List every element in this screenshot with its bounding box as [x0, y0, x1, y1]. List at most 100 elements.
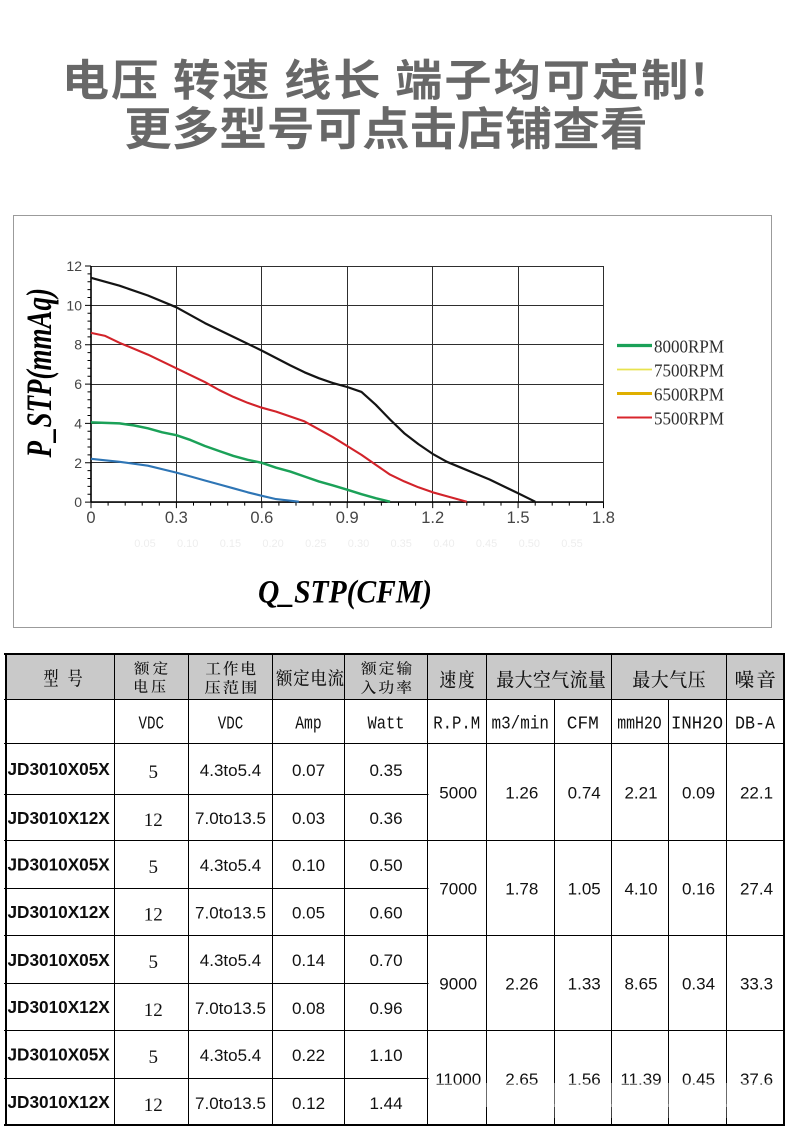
- svg-text:0.96: 0.96: [369, 999, 402, 1018]
- svg-text:0.36: 0.36: [369, 809, 402, 828]
- svg-text:10: 10: [66, 297, 82, 313]
- svg-text:4.3to5.4: 4.3to5.4: [200, 1046, 261, 1065]
- svg-text:1.5: 1.5: [507, 509, 530, 527]
- svg-text:0.05: 0.05: [292, 904, 325, 923]
- svg-text:22.1: 22.1: [740, 784, 773, 803]
- svg-text:1.44: 1.44: [369, 1094, 402, 1113]
- svg-text:7000: 7000: [439, 880, 477, 899]
- svg-text:m3/min: m3/min: [492, 715, 550, 735]
- svg-text:0.50: 0.50: [519, 538, 540, 550]
- svg-text:0.40: 0.40: [433, 538, 454, 550]
- svg-text:33.3: 33.3: [740, 975, 773, 994]
- svg-text:1.78: 1.78: [505, 880, 538, 899]
- svg-text:0.50: 0.50: [369, 856, 402, 875]
- svg-text:2.21: 2.21: [624, 784, 657, 803]
- svg-text:2.26: 2.26: [505, 975, 538, 994]
- svg-text:5: 5: [148, 857, 158, 878]
- svg-text:0.34: 0.34: [682, 975, 715, 994]
- svg-text:11000: 11000: [435, 1070, 481, 1089]
- svg-text:2: 2: [74, 455, 82, 471]
- svg-text:8000RPM: 8000RPM: [654, 337, 724, 357]
- svg-text:0.45: 0.45: [682, 1070, 715, 1089]
- svg-text:5: 5: [148, 952, 158, 973]
- svg-text:4.3to5.4: 4.3to5.4: [200, 761, 261, 780]
- svg-text:0.25: 0.25: [305, 538, 326, 550]
- svg-text:R.P.M: R.P.M: [433, 715, 480, 735]
- svg-text:1.10: 1.10: [369, 1046, 402, 1065]
- svg-text:6500RPM: 6500RPM: [654, 385, 724, 405]
- svg-text:0.9: 0.9: [336, 509, 359, 527]
- svg-text:VDC: VDC: [139, 715, 165, 735]
- svg-text:12: 12: [66, 258, 82, 274]
- svg-text:1.2: 1.2: [421, 509, 444, 527]
- svg-text:0.74: 0.74: [568, 784, 601, 803]
- svg-text:0.22: 0.22: [292, 1046, 325, 1065]
- svg-text:P_STP(mmAq): P_STP(mmAq): [19, 288, 59, 458]
- svg-text:JD3010X05X: JD3010X05X: [8, 950, 111, 970]
- svg-text:0.05: 0.05: [134, 538, 155, 550]
- svg-text:0.45: 0.45: [476, 538, 497, 550]
- svg-text:VDC: VDC: [218, 715, 244, 735]
- svg-text:0.35: 0.35: [390, 538, 411, 550]
- svg-text:7.0to13.5: 7.0to13.5: [195, 809, 266, 828]
- svg-text:0.35: 0.35: [369, 761, 402, 780]
- svg-text:0.30: 0.30: [348, 538, 369, 550]
- svg-text:27.4: 27.4: [740, 880, 773, 899]
- svg-text:0.3: 0.3: [165, 509, 188, 527]
- svg-text:7500RPM: 7500RPM: [654, 361, 724, 381]
- svg-text:7.0to13.5: 7.0to13.5: [195, 904, 266, 923]
- svg-text:0.12: 0.12: [292, 1094, 325, 1113]
- svg-text:12: 12: [144, 1095, 163, 1116]
- svg-text:0.6: 0.6: [250, 509, 273, 527]
- svg-text:1.26: 1.26: [505, 784, 538, 803]
- svg-text:0: 0: [74, 494, 82, 510]
- svg-text:0.10: 0.10: [292, 856, 325, 875]
- svg-text:1.56: 1.56: [568, 1070, 601, 1089]
- svg-text:Q_STP(CFM): Q_STP(CFM): [258, 574, 432, 611]
- svg-text:12: 12: [144, 810, 163, 831]
- svg-text:0.15: 0.15: [220, 538, 241, 550]
- svg-text:7.0to13.5: 7.0to13.5: [195, 1094, 266, 1113]
- svg-text:8: 8: [74, 337, 82, 353]
- svg-text:JD3010X12X: JD3010X12X: [8, 1092, 111, 1112]
- svg-text:JD3010X12X: JD3010X12X: [8, 902, 111, 922]
- svg-text:0: 0: [86, 509, 95, 527]
- svg-text:1.05: 1.05: [568, 880, 601, 899]
- svg-text:CFM: CFM: [567, 715, 599, 735]
- svg-text:5500RPM: 5500RPM: [654, 409, 724, 429]
- svg-text:6: 6: [74, 376, 82, 392]
- svg-text:12: 12: [144, 1000, 163, 1021]
- svg-text:JD3010X05X: JD3010X05X: [8, 855, 111, 875]
- svg-text:0.10: 0.10: [177, 538, 198, 550]
- svg-text:0.09: 0.09: [682, 784, 715, 803]
- svg-text:11.39: 11.39: [620, 1070, 661, 1089]
- svg-text:4.10: 4.10: [624, 880, 657, 899]
- svg-text:0.16: 0.16: [682, 880, 715, 899]
- svg-text:Watt: Watt: [368, 715, 405, 735]
- svg-text:0.03: 0.03: [292, 809, 325, 828]
- svg-text:0.20: 0.20: [262, 538, 283, 550]
- svg-text:0.07: 0.07: [292, 761, 325, 780]
- svg-text:5000: 5000: [439, 784, 477, 803]
- svg-text:0.08: 0.08: [292, 999, 325, 1018]
- svg-text:0.70: 0.70: [369, 951, 402, 970]
- svg-text:JD3010X12X: JD3010X12X: [8, 808, 111, 828]
- svg-text:0.14: 0.14: [292, 951, 325, 970]
- svg-text:7.0to13.5: 7.0to13.5: [195, 999, 266, 1018]
- svg-text:DB-A: DB-A: [735, 715, 775, 735]
- svg-text:5: 5: [148, 1047, 158, 1068]
- svg-text:1.8: 1.8: [592, 509, 615, 527]
- svg-text:JD3010X05X: JD3010X05X: [8, 1045, 111, 1065]
- svg-text:8.65: 8.65: [624, 975, 657, 994]
- svg-text:9000: 9000: [439, 975, 477, 994]
- svg-text:4.3to5.4: 4.3to5.4: [200, 951, 261, 970]
- svg-text:37.6: 37.6: [740, 1070, 773, 1089]
- svg-text:INH2O: INH2O: [671, 715, 723, 735]
- svg-text:12: 12: [144, 905, 163, 926]
- svg-text:1.33: 1.33: [568, 975, 601, 994]
- svg-text:0.60: 0.60: [369, 904, 402, 923]
- svg-text:5: 5: [148, 762, 158, 783]
- svg-text:JD3010X12X: JD3010X12X: [8, 997, 111, 1017]
- svg-text:Amp: Amp: [295, 715, 322, 735]
- svg-text:JD3010X05X: JD3010X05X: [8, 759, 111, 779]
